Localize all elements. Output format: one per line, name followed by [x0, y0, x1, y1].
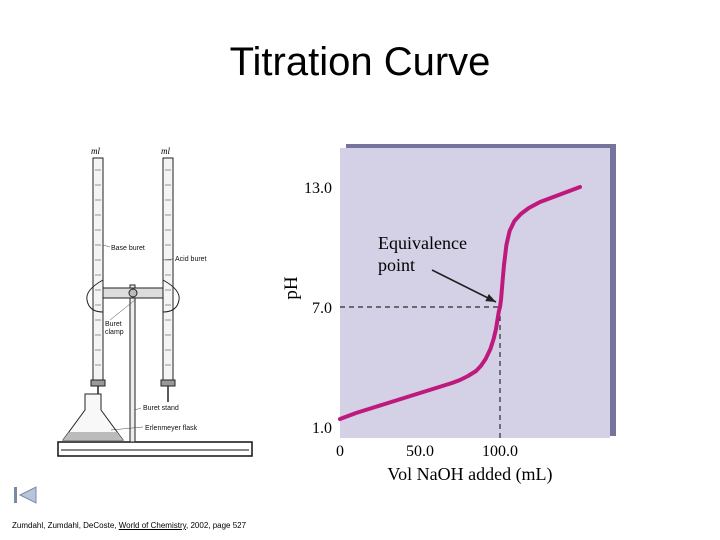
- buret-stand-rod: [129, 284, 136, 443]
- buret-clamp: [86, 279, 180, 313]
- annotation-arrow: [431, 269, 497, 303]
- buret-unit-label-right: ml: [161, 146, 170, 156]
- label-erlenmeyer-flask: Erlenmeyer flask: [145, 425, 198, 432]
- titration-apparatus-illustration: ml ml Base buret Acid buret Buret clamp …: [57, 146, 253, 457]
- flask-solution: [63, 432, 123, 440]
- label-buret-stand: Buret stand: [143, 405, 179, 412]
- label-buret-clamp-line2: clamp: [105, 329, 124, 336]
- buret-unit-label-left: ml: [91, 146, 100, 156]
- x-tick-label: 50.0: [406, 443, 434, 460]
- stand-base-plate: [57, 441, 253, 457]
- base-buret-stopcock: [90, 379, 106, 387]
- plot-area: [340, 148, 610, 438]
- acid-buret-stopcock: [160, 379, 176, 387]
- series-line: [338, 185, 582, 421]
- y-axis-label: pH: [281, 276, 302, 300]
- label-acid-buret: Acid buret: [175, 256, 207, 263]
- citation-authors: Zumdahl, Zumdahl, DeCoste,: [12, 521, 117, 530]
- x-axis-label: Vol NaOH added (mL): [387, 464, 552, 485]
- y-tick-label: 13.0: [304, 180, 332, 197]
- annotation-line1: Equivalence: [378, 233, 467, 253]
- x-tick-label: 100.0: [482, 443, 518, 460]
- citation-book[interactable]: World of Chemistry: [118, 521, 187, 530]
- slide-title: Titration Curve: [229, 40, 491, 84]
- back-to-start-icon[interactable]: [12, 486, 38, 504]
- annotation-line2: point: [378, 255, 415, 275]
- y-tick-label: 1.0: [312, 420, 332, 437]
- citation-rest: 2002, page 527: [190, 521, 247, 530]
- citation: Zumdahl, Zumdahl, DeCoste, World of Chem…: [12, 521, 247, 530]
- y-tick-label: 7.0: [312, 300, 332, 317]
- titration-curve-chart: 1.0 7.0 13.0 0 50.0 100.0 pH Vol NaOH added …: [281, 144, 616, 485]
- x-tick-label: 0: [336, 443, 344, 460]
- annotation-arrow-head: [485, 293, 496, 302]
- acid-buret-tube: [162, 157, 174, 381]
- base-buret-tube: [92, 157, 104, 381]
- label-base-buret: Base buret: [111, 245, 145, 252]
- label-buret-clamp-line1: Buret: [105, 321, 122, 328]
